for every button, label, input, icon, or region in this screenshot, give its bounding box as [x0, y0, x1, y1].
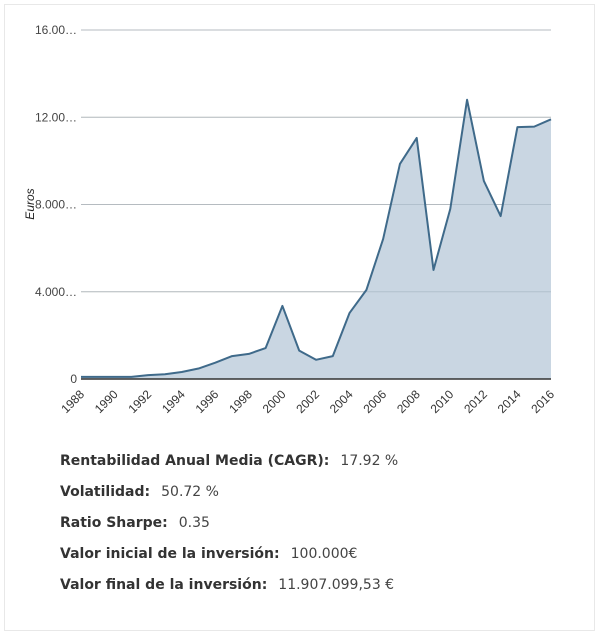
- stat-final-value: Valor final de la inversión: 11.907.099,5…: [60, 575, 398, 606]
- stat-label: Valor final de la inversión:: [60, 577, 268, 593]
- x-tick-label: 1990: [92, 387, 121, 416]
- x-tick-label: 1988: [58, 387, 87, 416]
- stat-cagr: Rentabilidad Anual Media (CAGR): 17.92 %: [60, 451, 398, 482]
- y-tick-label: 0: [70, 372, 77, 386]
- x-tick-label: 1992: [125, 387, 154, 416]
- area-chart: 04.000…8.000…12.00…16.00…1988 1990 1992 199…: [23, 23, 557, 416]
- stat-volatility: Volatilidad: 50.72 %: [60, 482, 398, 513]
- x-tick-label: 1996: [193, 387, 222, 416]
- x-tick-label: 2002: [293, 387, 322, 416]
- stat-label: Volatilidad:: [60, 484, 151, 500]
- stat-sharpe: Ratio Sharpe: 0.35: [60, 513, 398, 544]
- stats-panel: Rentabilidad Anual Media (CAGR): 17.92 % …: [60, 451, 398, 606]
- y-tick-label: 8.000…: [35, 198, 77, 212]
- x-tick-label: 2006: [360, 387, 389, 416]
- x-tick-label: 1994: [159, 387, 188, 416]
- x-tick-label: 2016: [528, 387, 557, 416]
- stat-value: 11.907.099,53 €: [278, 577, 395, 593]
- stat-initial-value: Valor inicial de la inversión: 100.000€: [60, 544, 398, 575]
- y-tick-label: 4.000…: [35, 285, 77, 299]
- x-tick-label: 1998: [226, 387, 255, 416]
- x-tick-label: 2012: [461, 387, 490, 416]
- stat-value: 50.72 %: [161, 484, 219, 500]
- x-tick-label: 2008: [394, 387, 423, 416]
- chart-card: [4, 4, 595, 631]
- x-tick-label: 2014: [495, 387, 524, 416]
- area-fill: [81, 99, 551, 380]
- x-tick-label: 2010: [428, 387, 457, 416]
- y-tick-label: 16.00…: [35, 23, 77, 37]
- stat-value: 17.92 %: [340, 453, 399, 469]
- stat-value: 0.35: [178, 515, 210, 531]
- x-tick-label: 2004: [327, 387, 356, 416]
- y-tick-label: 12.00…: [35, 110, 77, 124]
- stat-label: Valor inicial de la inversión:: [60, 546, 280, 562]
- stat-label: Rentabilidad Anual Media (CAGR):: [60, 453, 330, 469]
- x-tick-label: 2000: [260, 387, 289, 416]
- stat-value: 100.000€: [290, 546, 358, 562]
- stat-label: Ratio Sharpe:: [60, 515, 168, 531]
- y-axis-title: Euros: [23, 188, 37, 219]
